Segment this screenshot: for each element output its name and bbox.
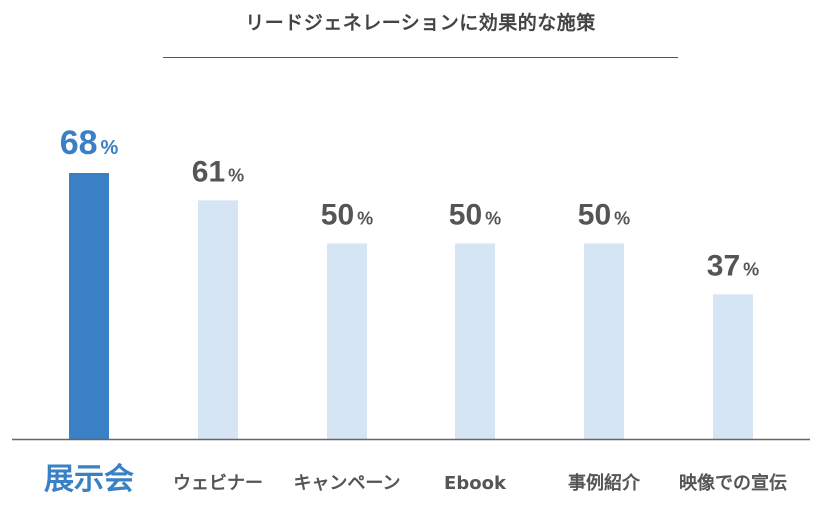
category-labels-group: 展示会 ウェビナー キャンペーン Ebook 事例紹介 映像での宣伝 — [44, 462, 787, 497]
value-labels-group: 68 %61 %50% 50% 50 %37% — [60, 124, 760, 282]
bar-0 — [69, 173, 109, 439]
bar-5 — [713, 294, 753, 439]
value-label-2: 50% — [321, 198, 373, 231]
value-number: 37 — [707, 249, 740, 282]
value-suffix: % — [485, 208, 501, 228]
bar-1 — [198, 200, 238, 439]
category-label-5: 映像での宣伝 — [679, 472, 787, 494]
value-label-4: 50% — [578, 198, 630, 231]
value-suffix: % — [228, 165, 244, 185]
value-suffix: % — [614, 208, 630, 228]
value-label-1: 61% — [192, 155, 244, 188]
value-label-3: 50% — [449, 198, 501, 231]
value-suffix: % — [357, 208, 373, 228]
category-label-3: Ebook — [444, 473, 507, 494]
value-label-5: 37% — [707, 249, 759, 282]
value-number: 50 — [449, 198, 482, 231]
value-number: 68 — [60, 124, 98, 162]
chart-title: リードジェネレーションに効果的な施策 — [245, 12, 596, 34]
category-label-0: 展示会 — [44, 462, 134, 497]
value-suffix: % — [743, 259, 759, 279]
category-label-1: ウェビナー — [173, 473, 263, 494]
title-divider — [163, 57, 678, 58]
bar-4 — [584, 243, 624, 439]
bar-3 — [455, 243, 495, 439]
category-label-2: キャンペーン — [293, 473, 400, 494]
value-label-0: 68% — [60, 124, 119, 162]
bar-2 — [327, 243, 367, 439]
value-number: 50 — [321, 198, 354, 231]
category-label-4: 事例紹介 — [568, 472, 641, 494]
value-number: 50 — [578, 198, 611, 231]
bars-group — [69, 173, 753, 439]
value-number: 61 — [192, 155, 225, 188]
value-suffix: % — [101, 137, 119, 159]
